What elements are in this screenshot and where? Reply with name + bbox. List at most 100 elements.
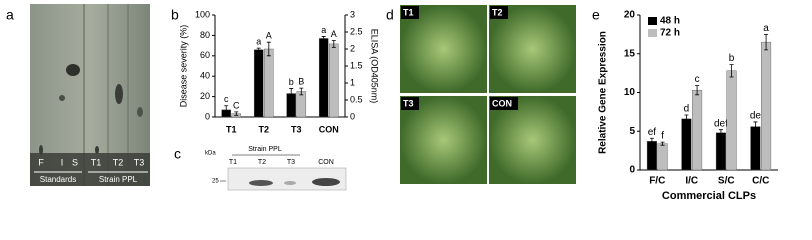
panel-label: a (6, 7, 14, 23)
plant-photo (489, 96, 576, 184)
photo-label: CON (492, 98, 512, 108)
y-tick-label: 40 (200, 71, 210, 81)
y-tick-label: 15 (624, 48, 636, 59)
significance-letter: def (714, 118, 728, 129)
legend-swatch (648, 29, 657, 37)
x-tick-label: S/C (718, 176, 735, 187)
x-tick-label: T3 (291, 124, 302, 134)
group-label: Standards (40, 175, 76, 184)
significance-letter: c (224, 94, 229, 104)
y-tick-label: 10 (624, 87, 636, 98)
photo-tag (401, 6, 419, 19)
y2-tick-label: 1 (350, 77, 355, 87)
x-tick-label: I/C (685, 176, 698, 187)
error-bar (299, 87, 304, 96)
error-bar (224, 105, 229, 115)
panel-label: c (174, 146, 181, 162)
bar (681, 118, 692, 171)
legend-label: 48 h (660, 16, 680, 27)
blot-group: Strain PPL (248, 146, 282, 153)
plant-photo (400, 5, 487, 93)
error-bar (729, 64, 734, 78)
legend-label: 72 h (660, 28, 680, 39)
bar (264, 48, 274, 118)
legend-swatch (648, 17, 657, 25)
significance-letter: ef (648, 127, 657, 138)
significance-letter: b (729, 53, 735, 64)
x-tick-label: T2 (258, 124, 269, 134)
tlc-plate (30, 4, 150, 186)
error-bar (684, 114, 689, 124)
y2-tick-label: 2 (350, 43, 355, 53)
panel-label: d (386, 7, 394, 23)
error-bar (289, 88, 294, 100)
x-tick-label: C/C (752, 176, 769, 187)
bar (329, 43, 339, 118)
bar (715, 132, 726, 171)
significance-letter: de (750, 111, 762, 122)
significance-letter: A (331, 29, 337, 39)
y-axis-label: Disease severity (%) (178, 25, 188, 108)
lane-label: T2 (113, 157, 124, 167)
y2-axis-label: ELISA (OD405nm) (370, 29, 380, 104)
plant-photo (400, 96, 487, 184)
panel-label: e (592, 7, 600, 23)
error-bar (321, 36, 326, 41)
error-bar (753, 121, 758, 132)
error-bar (764, 33, 769, 51)
blot-lane: T3 (287, 159, 295, 166)
significance-letter: A (266, 31, 272, 41)
photo-tag (490, 6, 508, 19)
bar (253, 49, 264, 118)
bar (318, 38, 329, 118)
y-tick-label: 80 (200, 30, 210, 40)
significance-letter: a (256, 37, 261, 47)
significance-letter: b (289, 77, 294, 87)
lane-label: I (61, 157, 64, 167)
significance-letter: a (763, 23, 769, 34)
bar (296, 91, 307, 118)
y2-tick-label: 0 (350, 111, 355, 121)
y-tick-label: 20 (624, 10, 636, 21)
error-bar (234, 111, 239, 116)
bar (692, 89, 703, 171)
photo-label: T3 (403, 98, 414, 108)
lane-label: F (38, 157, 44, 167)
error-bar (649, 137, 654, 145)
photo-tag (401, 97, 419, 110)
y-tick-label: 100 (195, 9, 210, 19)
error-bar (331, 40, 336, 48)
bar (750, 126, 761, 171)
lane-label: T3 (134, 157, 145, 167)
y2-tick-label: 2.5 (350, 26, 363, 36)
y-tick-label: 60 (200, 50, 210, 60)
significance-letter: B (298, 76, 304, 86)
photo-label: T1 (403, 7, 414, 17)
error-bar (256, 47, 261, 52)
error-bar (660, 141, 665, 146)
error-bar (266, 41, 271, 57)
significance-letter: C (233, 100, 240, 110)
y2-tick-label: 1.5 (350, 60, 363, 70)
lane-label: S (72, 157, 78, 167)
y-tick-label: 5 (629, 126, 635, 137)
group-label: Strain PPL (99, 175, 138, 184)
blot (220, 154, 347, 191)
plant-photo (489, 5, 576, 93)
photo-tag (490, 97, 518, 110)
bar (761, 41, 772, 171)
blot-marker: 25 (212, 179, 219, 185)
x-tick-label: CON (319, 124, 339, 134)
significance-letter: a (321, 25, 326, 35)
blot-lane: CON (318, 159, 334, 166)
bar (646, 141, 657, 171)
bar (657, 143, 668, 171)
blot-lane: T2 (258, 159, 266, 166)
panel-label: b (171, 7, 179, 23)
y2-tick-label: 3 (350, 9, 355, 19)
error-bar (695, 85, 700, 96)
y2-tick-label: 0.5 (350, 94, 363, 104)
x-tick-label: T1 (226, 124, 237, 134)
x-tick-label: F/C (649, 176, 665, 187)
y-tick-label: 0 (205, 111, 210, 121)
